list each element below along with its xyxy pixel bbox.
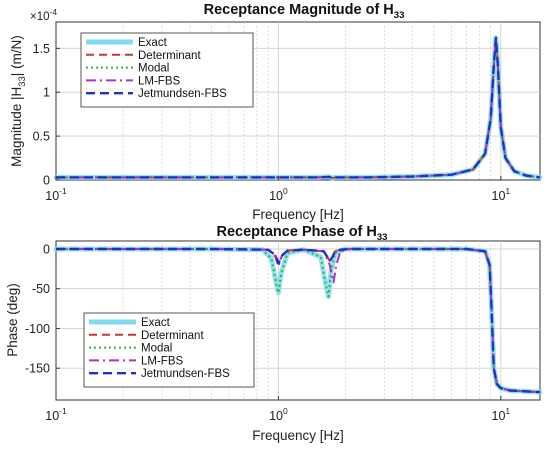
legend-box	[83, 312, 255, 388]
magnitude-plot: Receptance Magnitude of H33 ×10-4 0 0.5 1 1…	[9, 2, 543, 222]
y-tick-label: -150	[25, 362, 50, 376]
phase-series	[53, 246, 543, 395]
x-tick-label: 100	[269, 186, 288, 203]
legend-entry-label: Modal	[138, 63, 169, 75]
magnitude-title: Receptance Magnitude of H33	[204, 2, 405, 21]
legend-entry-label: Exact	[138, 37, 168, 49]
magnitude-exponent-label: ×10-4	[30, 7, 57, 23]
series-line-modal	[56, 248, 541, 394]
legend-box	[80, 32, 254, 108]
top-y-ticks: 0 0.5 1 1.5	[33, 42, 60, 188]
x-tick-label: 100	[269, 406, 288, 423]
phase-title: Receptance Phase of H33	[217, 224, 388, 243]
series-line-lm-fbs	[56, 248, 541, 394]
phase-plot: Receptance Phase of H33 0 -50 -100 -150 10-…	[5, 224, 543, 443]
bot-x-ticks: 10-1 100 101	[45, 396, 510, 423]
legend-entry-label: Jetmundsen-FBS	[138, 88, 227, 100]
legend-entry-label: LM-FBS	[138, 75, 181, 87]
y-tick-label: 0	[43, 242, 50, 256]
y-tick-label: -50	[32, 282, 50, 296]
legend-entry-label: LM-FBS	[141, 355, 184, 367]
phase-y-axis-label: Phase (deg)	[5, 283, 20, 357]
top-x-ticks: 10-1 100 101	[45, 176, 510, 203]
legend-entry-label: Modal	[141, 343, 172, 355]
y-tick-label: 0.5	[33, 130, 50, 144]
magnitude-y-axis-label: Magnitude |H33| (m/N)	[9, 35, 28, 167]
legend-entry-label: Determinant	[141, 330, 204, 342]
bot-y-ticks: 0 -50 -100 -150	[25, 242, 60, 376]
y-tick-label: 1	[43, 86, 50, 100]
x-tick-label: 101	[492, 186, 511, 203]
legend-entry-label: Exact	[141, 317, 171, 329]
series-line-jetmundsen-fbs	[56, 247, 541, 394]
series-line-jetmundsen-fbs	[56, 36, 541, 180]
legend-entry-label: Jetmundsen-FBS	[141, 368, 230, 380]
x-tick-label: 101	[492, 406, 511, 423]
magnitude-legend: ExactDeterminantModalLM-FBSJetmundsen-FB…	[80, 32, 254, 108]
phase-legend: ExactDeterminantModalLM-FBSJetmundsen-FB…	[83, 312, 255, 388]
x-tick-label: 10-1	[45, 406, 67, 423]
magnitude-x-axis-label: Frequency [Hz]	[252, 207, 344, 222]
y-tick-label: 0	[43, 174, 50, 188]
y-tick-label: -100	[25, 322, 50, 336]
legend-entry-label: Determinant	[138, 50, 201, 62]
phase-x-axis-label: Frequency [Hz]	[252, 428, 344, 443]
x-tick-label: 10-1	[45, 186, 67, 203]
magnitude-series	[53, 35, 543, 181]
y-tick-label: 1.5	[33, 42, 50, 56]
